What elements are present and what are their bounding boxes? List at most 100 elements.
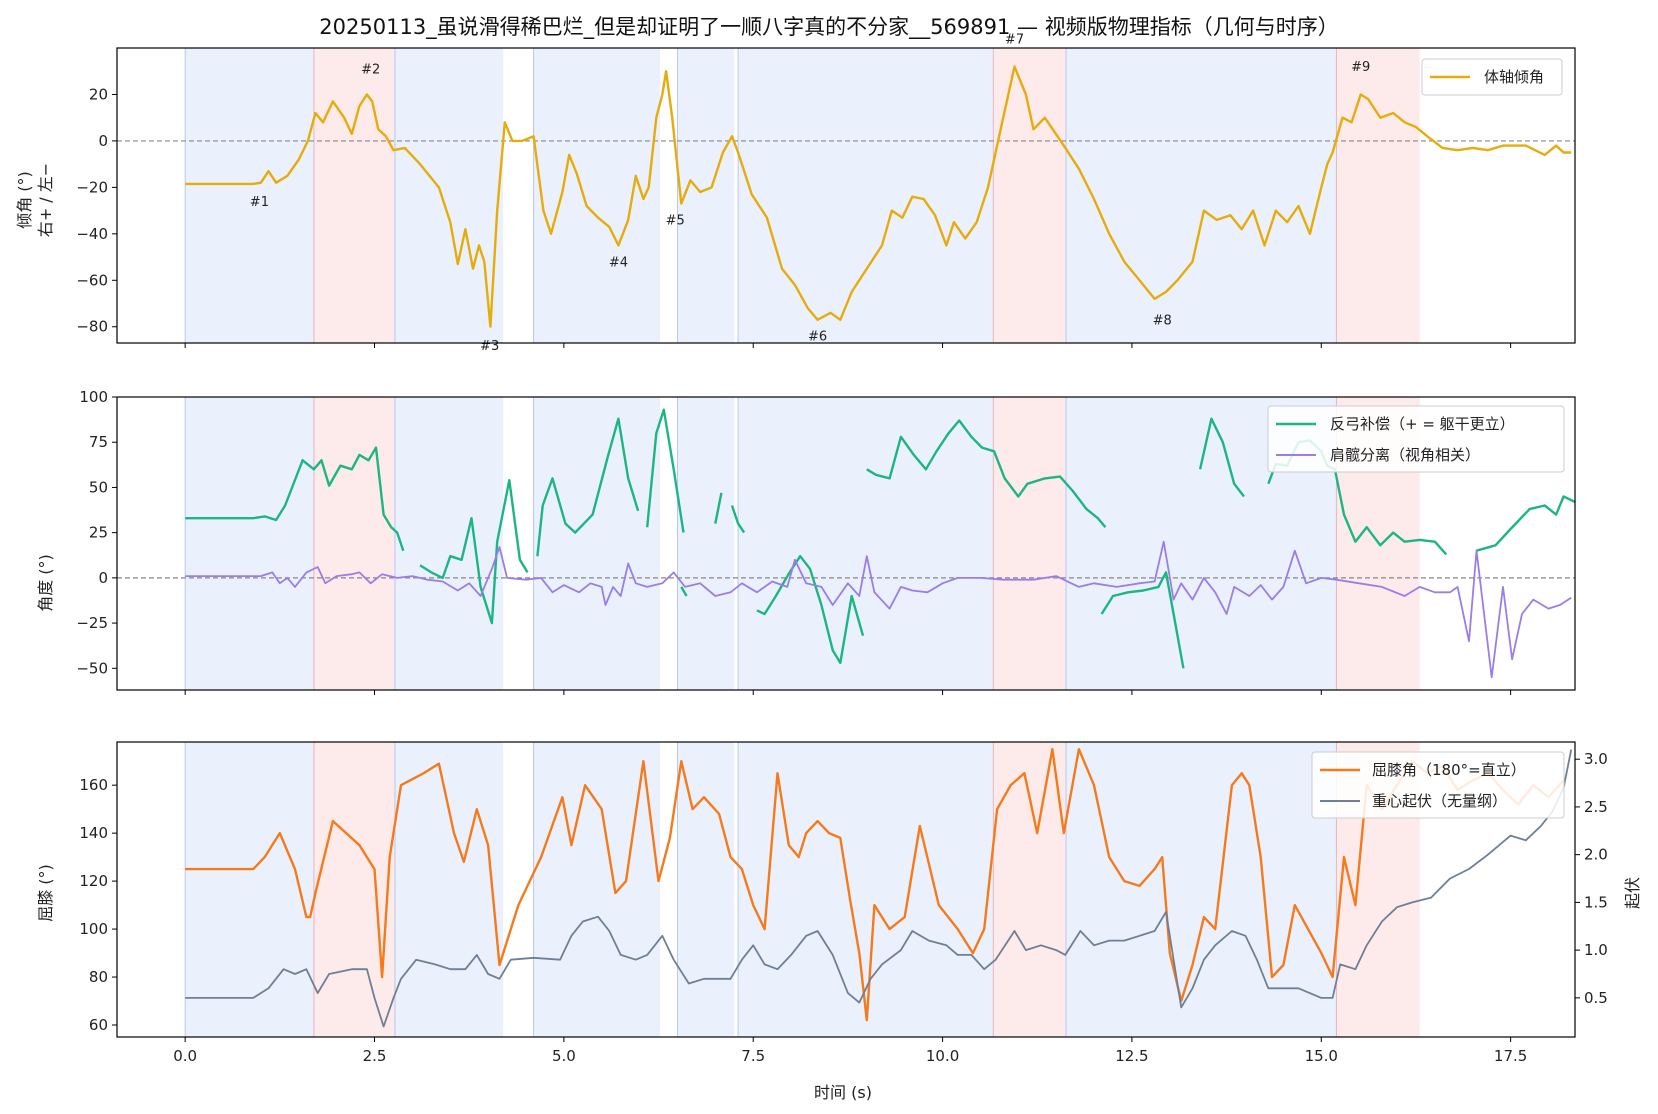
- phase-band: [185, 742, 314, 1037]
- y-tick-label-right: 2.0: [1584, 846, 1608, 864]
- angle-panel: 100 75 50 25 0 −25 −50 角度 (°) 反弓补偿（+ = 躯干更立） 肩…: [36, 388, 1576, 695]
- phase-band: [185, 397, 314, 690]
- phase-band: [1066, 742, 1337, 1037]
- x-tick-label: 17.5: [1494, 1047, 1527, 1065]
- phase-band: [993, 48, 1067, 343]
- legend-label-tilt: 体轴倾角: [1484, 68, 1544, 86]
- y-tick-label: 25: [89, 524, 108, 542]
- y-tick-label: 80: [89, 968, 108, 986]
- phase-band: [394, 48, 504, 343]
- y-tick-label: −40: [76, 225, 108, 243]
- y-tick-label-right: 0.5: [1584, 989, 1608, 1007]
- event-label: #8: [1153, 313, 1172, 328]
- series-line: [866, 419, 1107, 528]
- y-tick-label: −80: [76, 318, 108, 336]
- y-tick-label: 140: [79, 824, 108, 842]
- phase-bands: [184, 397, 1420, 690]
- x-tick-label: 10.0: [926, 1047, 959, 1065]
- y-tick-label: 50: [89, 478, 108, 496]
- phase-band: [1066, 48, 1337, 343]
- y-tick-label-right: 1.0: [1584, 941, 1608, 959]
- event-label: #2: [361, 63, 380, 78]
- phase-band: [533, 742, 661, 1037]
- phase-band: [993, 742, 1067, 1037]
- series-line: [730, 505, 746, 534]
- y-tick-label-right: 3.0: [1584, 750, 1608, 768]
- y-tick-label: −25: [76, 614, 108, 632]
- chart-title: 20250113_虽说滑得稀巴烂_但是却证明了一顺八字真的不分家__569891…: [319, 15, 1338, 40]
- y-tick-label-right: 1.5: [1584, 893, 1608, 911]
- x-tick-label: 0.0: [173, 1047, 197, 1065]
- series-line: [1100, 571, 1185, 669]
- tilt-ylabel: 倾角 (°): [15, 171, 34, 229]
- legend-label-shoulder: 肩髋分离（视角相关）: [1330, 446, 1480, 464]
- legend-label-knee: 屈膝角（180°=直立）: [1372, 761, 1526, 779]
- event-annotations: #1 #2 #3 #4 #5 #6 #7 #8 #9: [250, 32, 1370, 354]
- x-tick-label: 7.5: [741, 1047, 765, 1065]
- tilt-axes: 20 0 −20 −40 −60 −80: [76, 47, 1576, 348]
- y-tick-label: 0: [98, 132, 108, 150]
- knee-ylabel: 屈膝 (°): [36, 864, 55, 922]
- event-label: #3: [480, 339, 499, 354]
- y-tick-label: 120: [79, 872, 108, 890]
- series-line: [646, 408, 685, 533]
- phase-band: [1336, 48, 1420, 343]
- event-label: #6: [808, 330, 827, 345]
- series-line: [185, 446, 405, 552]
- x-tick-label: 15.0: [1305, 1047, 1338, 1065]
- y-tick-label: 100: [79, 920, 108, 938]
- tilt-legend: 体轴倾角: [1421, 58, 1563, 96]
- y-tick-label: 160: [79, 776, 108, 794]
- tilt-plot-area: [185, 65, 1572, 328]
- y-tick-label: 0: [98, 569, 108, 587]
- series-line: [680, 586, 688, 597]
- axes-frame: [116, 396, 1576, 691]
- tilt-ylabel-direction: 右+ / 左−: [36, 163, 55, 237]
- y-tick-label: 75: [89, 433, 108, 451]
- phase-band: [677, 742, 735, 1037]
- phase-band: [738, 48, 994, 343]
- angle-ylabel: 角度 (°): [36, 554, 55, 612]
- phase-band: [313, 48, 395, 343]
- phase-band: [677, 48, 735, 343]
- series-line: [185, 749, 1573, 1028]
- phase-band: [738, 397, 994, 690]
- phase-band: [394, 742, 504, 1037]
- knee-plot-area: [185, 748, 1573, 1028]
- event-label: #4: [609, 255, 628, 270]
- legend-label-arch: 反弓补偿（+ = 躯干更立）: [1330, 415, 1515, 433]
- x-tick-label: 2.5: [363, 1047, 387, 1065]
- y-tick-label: 60: [89, 1016, 108, 1034]
- series-line: [536, 417, 640, 557]
- event-label: #5: [666, 214, 685, 229]
- x-tick-label: 12.5: [1115, 1047, 1148, 1065]
- y-tick-label: 100: [79, 388, 108, 406]
- y-tick-label-right: 2.5: [1584, 798, 1608, 816]
- phase-bands: [184, 48, 1420, 343]
- phase-band: [993, 397, 1067, 690]
- series-line: [1476, 495, 1576, 552]
- axes-frame: [116, 47, 1576, 344]
- series-line: [185, 65, 1572, 328]
- phase-band: [677, 397, 735, 690]
- phase-band: [394, 397, 504, 690]
- angle-axes: 100 75 50 25 0 −25 −50: [76, 388, 1576, 695]
- series-line: [185, 540, 1572, 679]
- legend-label-com: 重心起伏（无量纲）: [1372, 792, 1507, 810]
- phase-bands: [184, 742, 1420, 1037]
- event-label: #7: [1005, 32, 1024, 47]
- y-tick-label: −60: [76, 271, 108, 289]
- x-axis-label: 时间 (s): [814, 1083, 872, 1102]
- phase-band: [533, 48, 661, 343]
- y-tick-label: 20: [89, 85, 108, 103]
- event-label: #1: [250, 195, 269, 210]
- axes-frame: [116, 741, 1576, 1038]
- series-line: [1198, 417, 1245, 498]
- knee-ylabel-right: 起伏: [1623, 877, 1642, 909]
- series-line: [419, 479, 529, 625]
- phase-band: [313, 397, 395, 690]
- knee-axes: 160 140 120 100 80 60 3.0 2.5 2.0 1.5 1.0 0.5 0.0 2.5…: [79, 741, 1608, 1065]
- angle-plot-area: [185, 408, 1576, 679]
- tilt-panel: #1 #2 #3 #4 #5 #6 #7 #8 #9 20 0 −20 −40 −60 −80 倾角 (°…: [15, 32, 1576, 354]
